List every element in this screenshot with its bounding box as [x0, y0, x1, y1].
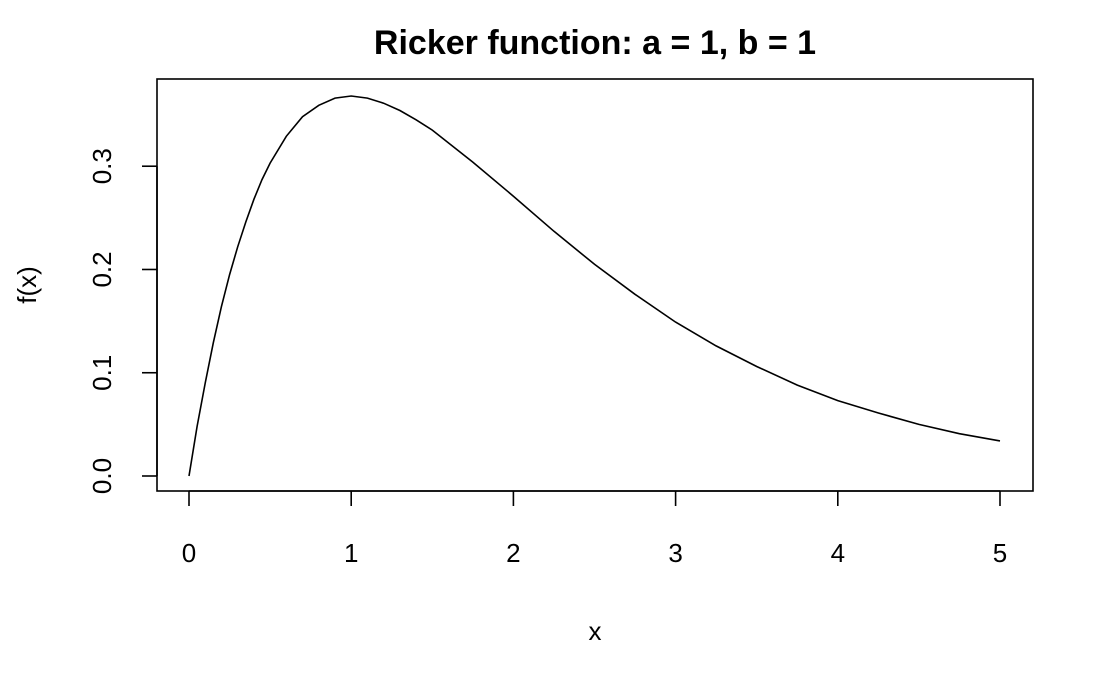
y-tick-label: 0.1 [87, 355, 117, 391]
x-tick-label: 5 [993, 538, 1007, 568]
chart-title: Ricker function: a = 1, b = 1 [374, 24, 816, 62]
x-axis: 0 1 2 3 4 5 [182, 490, 1007, 568]
x-tick-label: 2 [506, 538, 520, 568]
plot-frame [156, 78, 1034, 492]
y-axis-label: f(x) [12, 266, 42, 304]
x-axis-label: x [589, 616, 602, 646]
x-tick-label: 3 [668, 538, 682, 568]
series-line [188, 95, 1001, 477]
x-tick-label: 0 [182, 538, 196, 568]
x-tick-label: 1 [344, 538, 358, 568]
y-tick-label: 0.0 [87, 458, 117, 494]
y-tick-label: 0.3 [87, 148, 117, 184]
y-tick-label: 0.2 [87, 251, 117, 287]
x-tick-label: 4 [831, 538, 845, 568]
y-axis: 0.0 0.1 0.2 0.3 [87, 148, 158, 494]
